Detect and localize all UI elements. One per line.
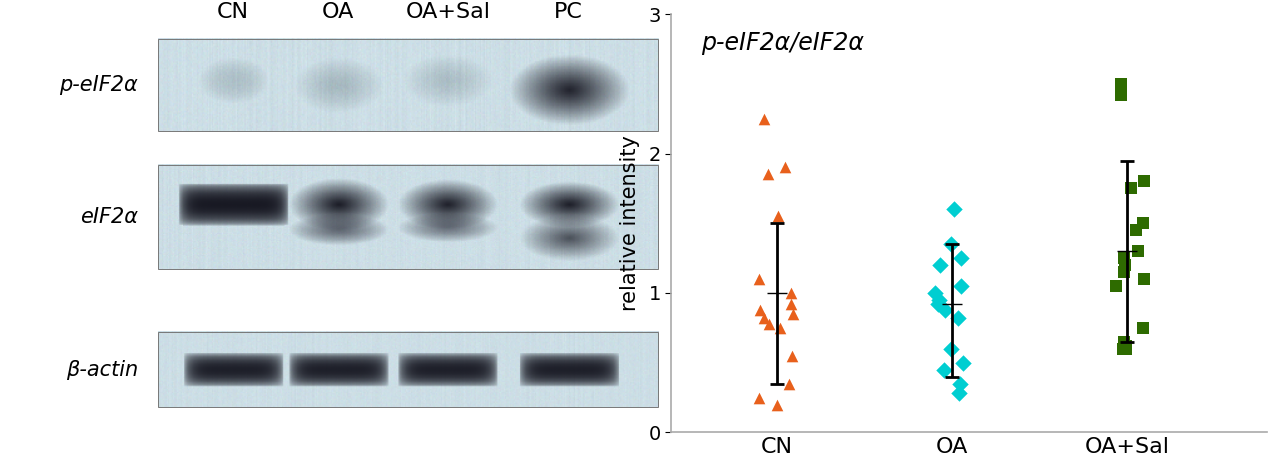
Text: OA: OA	[321, 2, 355, 23]
Point	[1114, 254, 1134, 262]
Point	[781, 289, 801, 297]
Point	[943, 205, 964, 213]
Point	[758, 171, 778, 178]
Point	[750, 306, 771, 313]
Point	[1121, 185, 1142, 192]
Point	[781, 300, 801, 308]
Point	[950, 380, 970, 387]
Point	[1106, 282, 1126, 290]
Point	[754, 115, 774, 123]
Point	[941, 241, 961, 248]
Point	[928, 300, 948, 308]
Point	[1115, 261, 1135, 269]
Point	[782, 310, 803, 318]
Point	[1134, 178, 1155, 185]
Point	[1112, 345, 1133, 352]
Point	[767, 401, 787, 408]
Bar	[157, 39, 658, 131]
Text: PC: PC	[554, 2, 582, 23]
Point	[1116, 345, 1137, 352]
Point	[778, 380, 799, 387]
Point	[1126, 227, 1147, 234]
Point	[951, 254, 972, 262]
Point	[759, 320, 780, 328]
Point	[924, 289, 945, 297]
Point	[948, 390, 969, 397]
Point	[929, 261, 950, 269]
Point	[952, 359, 973, 367]
Point	[1114, 268, 1134, 276]
Point	[774, 164, 795, 171]
Point	[771, 324, 791, 332]
Point	[768, 212, 788, 220]
Point	[1111, 80, 1132, 87]
Point	[1133, 219, 1153, 227]
Point	[941, 345, 961, 352]
Point	[749, 275, 769, 283]
Y-axis label: relative intensity: relative intensity	[621, 135, 640, 311]
Point	[782, 352, 803, 360]
Bar	[157, 332, 658, 407]
Point	[934, 306, 955, 313]
Point	[1114, 338, 1134, 345]
Point	[1111, 91, 1132, 99]
Text: eIF2α: eIF2α	[79, 207, 138, 227]
Bar	[157, 164, 658, 269]
Point	[1133, 324, 1153, 332]
Text: CN: CN	[216, 2, 248, 23]
Text: OA+Sal: OA+Sal	[406, 2, 490, 23]
Point	[947, 314, 968, 322]
Point	[951, 282, 972, 290]
Point	[754, 314, 774, 322]
Point	[1128, 247, 1148, 255]
Text: p-eIF2α: p-eIF2α	[59, 75, 138, 95]
Point	[1115, 342, 1135, 350]
Point	[1134, 275, 1155, 283]
Text: β-actin: β-actin	[65, 360, 138, 380]
Point	[1114, 342, 1134, 350]
Text: p-eIF2α/eIF2α: p-eIF2α/eIF2α	[701, 31, 864, 55]
Point	[934, 366, 955, 373]
Point	[929, 296, 950, 304]
Point	[749, 394, 769, 401]
